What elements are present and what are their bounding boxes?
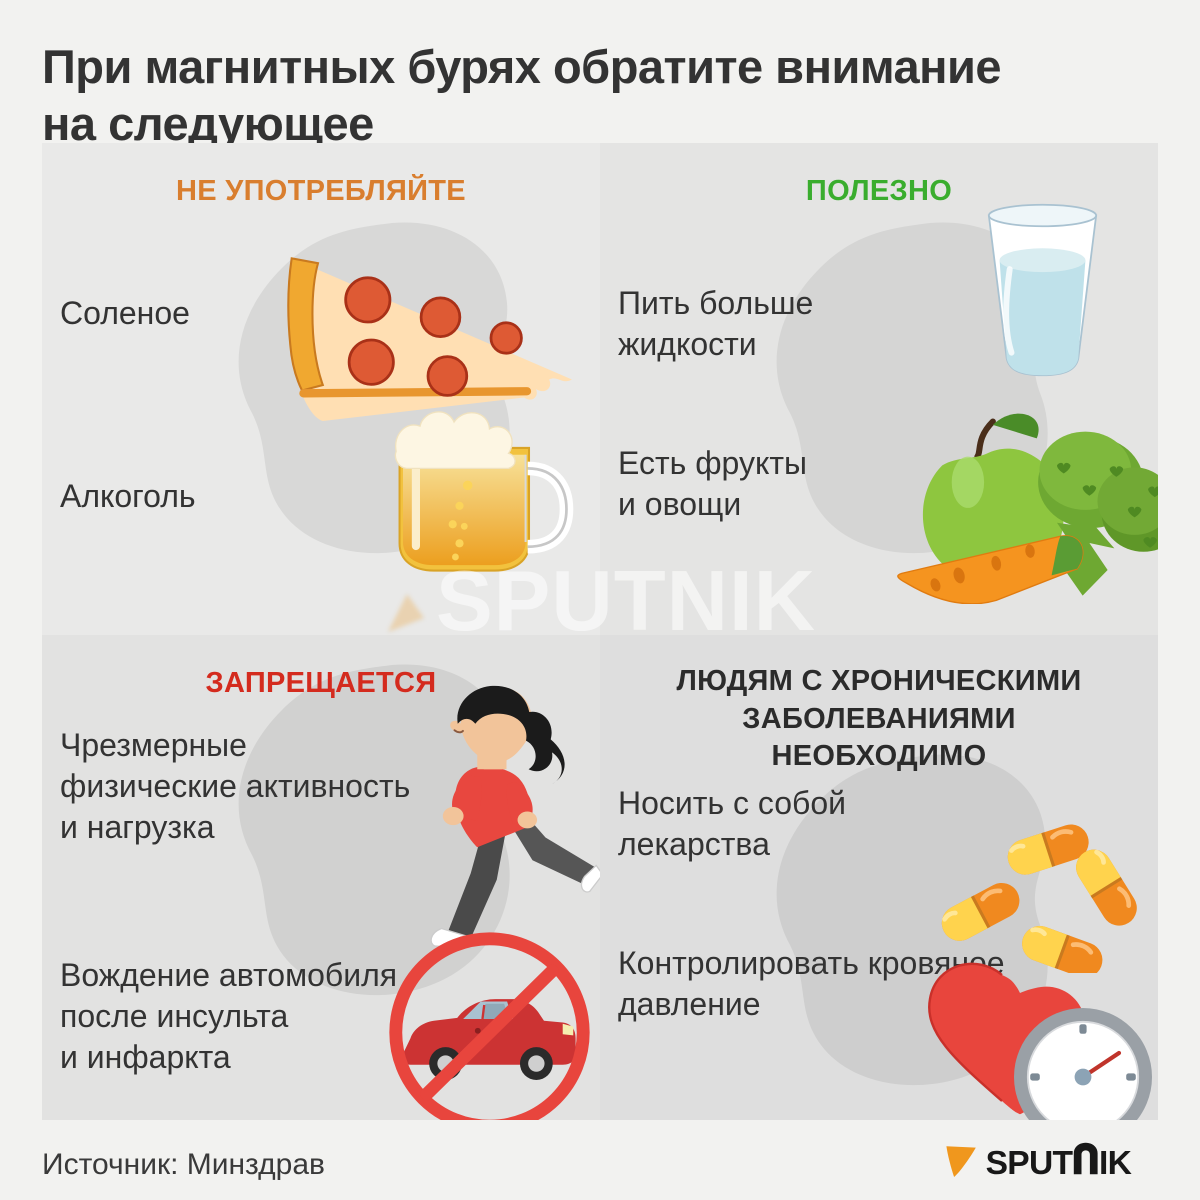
svg-text:SPUT: SPUT [986,1145,1074,1182]
svg-text:IK: IK [1099,1145,1132,1182]
